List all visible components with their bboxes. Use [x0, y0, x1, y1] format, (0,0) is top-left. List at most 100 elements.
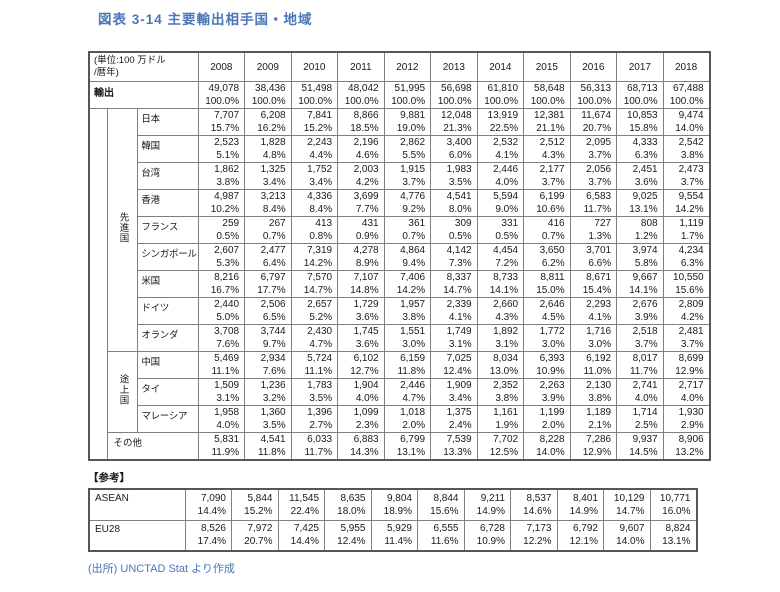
percent-text: 14.7% — [443, 285, 472, 296]
percent-text: 10.9% — [536, 366, 565, 377]
data-cell: 7,570 14.7% — [290, 270, 339, 298]
percent-text: 13.0% — [489, 366, 519, 377]
value-text: 8,526 — [200, 523, 226, 535]
data-cell: 56,698 100.0% — [430, 81, 478, 109]
data-cell: 2,518 3.7% — [616, 324, 664, 352]
country-label: 日本 — [137, 108, 199, 136]
data-cell: 4,142 7.3% — [430, 243, 478, 271]
percent-text: 11.6% — [430, 536, 459, 548]
table-row-usa: 米国 8,216 16.7% 6,797 17.7% 7,570 14.7% 7,107 14… — [89, 270, 711, 298]
value-text: 6,208 — [260, 110, 286, 121]
data-cell: 9,554 14.2% — [662, 189, 711, 217]
year-column-header: 2018 — [662, 51, 711, 82]
percent-text: 3.7% — [680, 339, 704, 350]
percent-text: 3.8% — [680, 150, 704, 161]
data-cell: 8,216 16.7% — [197, 270, 246, 298]
value-text: 2,676 — [632, 299, 658, 310]
data-cell: 7,173 12.2% — [510, 519, 558, 552]
data-cell: 1,714 2.5% — [616, 405, 664, 433]
percent-text: 21.3% — [443, 123, 472, 134]
data-cell: 8,733 14.1% — [476, 270, 525, 298]
value-text: 1,752 — [307, 164, 333, 175]
percent-text: 2.5% — [634, 420, 658, 431]
value-text: 56,313 — [580, 83, 612, 94]
percent-text: 5.2% — [309, 312, 333, 323]
percent-text: 3.5% — [309, 393, 333, 404]
percent-text: 100.0% — [298, 96, 333, 107]
value-text: 2,243 — [307, 137, 333, 148]
value-text: 8,824 — [665, 523, 691, 535]
percent-text: 17.4% — [197, 536, 226, 548]
data-cell: 1,909 3.4% — [430, 378, 478, 406]
data-cell: 1,904 4.0% — [337, 378, 385, 406]
percent-text: 9.7% — [262, 339, 286, 350]
percent-text: 2.1% — [588, 420, 612, 431]
value-text: 331 — [501, 218, 519, 229]
value-text: 2,607 — [214, 245, 240, 256]
data-cell: 9,211 14.9% — [463, 488, 511, 521]
figure-title: 図表 3-14 主要輸出相手国・地域 — [98, 12, 313, 27]
data-cell: 10,853 15.8% — [616, 108, 664, 136]
percent-text: 8.0% — [448, 204, 472, 215]
year-column-header: 2010 — [290, 51, 339, 82]
data-cell: 8,526 17.4% — [184, 519, 232, 552]
data-cell: 11,545 22.4% — [277, 488, 325, 521]
data-cell: 1,199 2.0% — [523, 405, 571, 433]
percent-text: 100.0% — [437, 96, 472, 107]
percent-text: 3.6% — [634, 177, 658, 188]
data-cell: 38,436 100.0% — [244, 81, 292, 109]
percent-text: 4.1% — [588, 312, 612, 323]
value-text: 12,048 — [441, 110, 472, 121]
value-text: 7,707 — [214, 110, 240, 121]
value-text: 2,934 — [260, 353, 286, 364]
percent-text: 6.2% — [541, 258, 565, 269]
value-text: 2,518 — [632, 326, 658, 337]
value-text: 5,929 — [386, 523, 412, 535]
value-text: 1,099 — [353, 407, 379, 418]
value-text: 1,958 — [214, 407, 240, 418]
data-cell: 4,987 10.2% — [197, 189, 246, 217]
value-text: 309 — [454, 218, 472, 229]
value-text: 1,904 — [353, 380, 379, 391]
percent-text: 14.2% — [675, 204, 704, 215]
percent-text: 14.7% — [303, 285, 333, 296]
value-text: 38,436 — [255, 83, 286, 94]
data-cell: 8,537 14.6% — [510, 488, 558, 521]
value-text: 4,278 — [353, 245, 379, 256]
value-text: 4,234 — [678, 245, 704, 256]
data-cell: 6,159 11.8% — [383, 351, 432, 379]
value-text: 2,430 — [307, 326, 333, 337]
value-text: 5,469 — [214, 353, 240, 364]
value-text: 3,213 — [260, 191, 286, 202]
value-text: 6,159 — [400, 353, 426, 364]
data-cell: 2,446 4.7% — [383, 378, 432, 406]
value-text: 2,512 — [539, 137, 565, 148]
value-text: 4,336 — [307, 191, 333, 202]
value-text: 2,095 — [586, 137, 612, 148]
percent-text: 3.7% — [588, 177, 612, 188]
data-cell: 4,541 11.8% — [244, 432, 292, 461]
value-text: 7,702 — [493, 434, 519, 445]
year-column-header: 2014 — [476, 51, 525, 82]
value-text: 4,142 — [446, 245, 472, 256]
data-cell: 6,728 10.9% — [463, 519, 511, 552]
data-cell: 1,509 3.1% — [197, 378, 246, 406]
percent-text: 3.2% — [262, 393, 286, 404]
data-cell: 1,783 3.5% — [290, 378, 339, 406]
value-text: 8,401 — [572, 492, 598, 504]
percent-text: 13.1% — [629, 204, 658, 215]
percent-text: 3.7% — [680, 177, 704, 188]
value-text: 6,393 — [539, 353, 565, 364]
percent-text: 4.0% — [634, 393, 658, 404]
percent-text: 100.0% — [623, 96, 658, 107]
country-label: タイ — [137, 378, 199, 406]
data-cell: 8,699 12.9% — [662, 351, 711, 379]
value-text: 1,930 — [678, 407, 704, 418]
data-cell: 1,892 3.1% — [476, 324, 525, 352]
percent-text: 12.9% — [582, 447, 612, 458]
percent-text: 4.6% — [355, 150, 379, 161]
percent-text: 3.0% — [541, 339, 565, 350]
percent-text: 12.9% — [675, 366, 704, 377]
percent-text: 0.5% — [216, 231, 240, 242]
value-text: 9,554 — [678, 191, 704, 202]
